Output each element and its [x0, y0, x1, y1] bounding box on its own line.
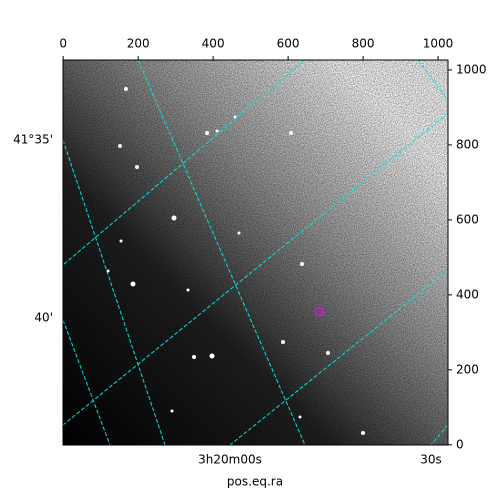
- plot-frame: [62, 59, 449, 446]
- x-tick-label: 800: [352, 37, 375, 51]
- y-tick-label: 400: [456, 287, 479, 301]
- dec-tick-label: 40': [34, 311, 53, 325]
- x-axis-label: pos.eq.ra: [227, 475, 283, 489]
- coordinate-grid: [63, 60, 448, 445]
- x-tick-label: 600: [277, 37, 300, 51]
- y-tick-label: 800: [456, 137, 479, 151]
- y-tick-label: 0: [456, 437, 464, 451]
- sky-image: [63, 60, 448, 445]
- x-tick-label: 400: [202, 37, 225, 51]
- dec-tick-label: 41°35': [13, 133, 53, 147]
- marker: [314, 306, 324, 317]
- ra-tick-label: 30s: [420, 453, 442, 467]
- ra-tick-label: 3h20m00s: [198, 453, 262, 467]
- x-tick-label: 1000: [423, 37, 454, 51]
- x-tick-label: 200: [127, 37, 150, 51]
- y-tick-label: 200: [456, 362, 479, 376]
- y-tick-label: 1000: [456, 62, 487, 76]
- y-tick-label: 600: [456, 212, 479, 226]
- x-tick-label: 0: [59, 37, 67, 51]
